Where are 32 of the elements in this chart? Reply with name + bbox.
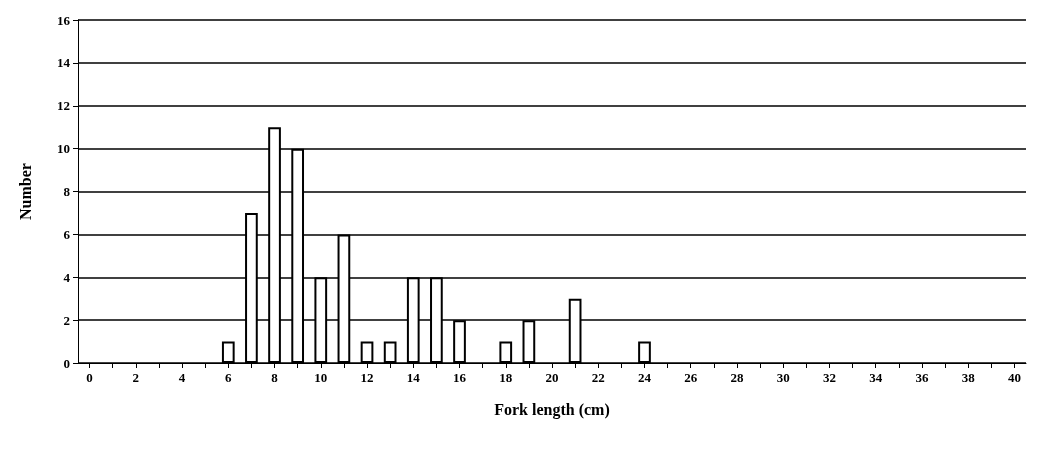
- x-tick-label: 16: [453, 370, 467, 385]
- x-tick-label: 34: [869, 370, 883, 385]
- x-tick-label: 8: [271, 370, 279, 385]
- x-tick-label: 12: [360, 370, 374, 385]
- x-tick-label: 20: [545, 370, 559, 385]
- x-tick-label: 28: [730, 370, 744, 385]
- y-tick-label: 12: [57, 98, 70, 114]
- x-tick-label: 18: [499, 370, 513, 385]
- x-tick-label: 36: [915, 370, 929, 385]
- x-tick-label: 2: [132, 370, 140, 385]
- x-tick-label: 4: [178, 370, 186, 385]
- y-tick-label: 2: [63, 312, 70, 328]
- x-tick-label: 26: [684, 370, 698, 385]
- y-tick-label: 4: [63, 269, 71, 285]
- x-tick-label: 14: [406, 370, 421, 385]
- x-tick-label: 0: [86, 370, 93, 385]
- x-tick-label: 6: [225, 370, 233, 385]
- x-tick-label: 32: [822, 370, 836, 385]
- y-axis-title: Number: [16, 163, 34, 220]
- x-tick-label: 22: [591, 370, 605, 385]
- y-tick-label: 14: [57, 55, 71, 71]
- y-tick-label: 0: [63, 355, 70, 371]
- y-tick-label: 16: [57, 12, 71, 28]
- y-tick-label: 8: [63, 184, 71, 199]
- y-tick-label: 10: [57, 141, 70, 157]
- x-tick-label: 40: [1007, 370, 1021, 385]
- x-tick-label: 30: [776, 370, 790, 385]
- y-tick-label: 6: [63, 226, 71, 242]
- x-tick-label: 24: [637, 370, 652, 385]
- x-axis-title: Fork length (cm): [494, 400, 610, 419]
- x-tick-label: 10: [314, 370, 328, 385]
- x-tick-label: 38: [961, 370, 976, 385]
